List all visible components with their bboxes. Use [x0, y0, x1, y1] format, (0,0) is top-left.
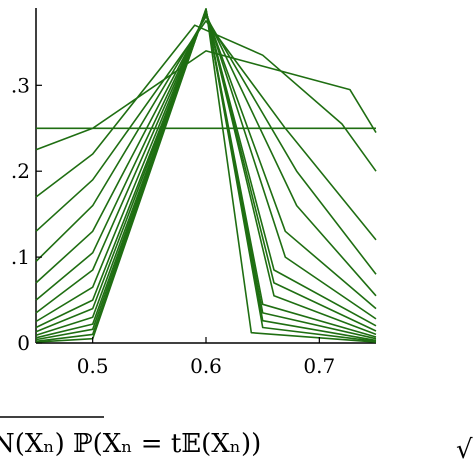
- series-line-13: [35, 8, 377, 340]
- series-line-11: [35, 9, 377, 336]
- series-line-6: [35, 14, 377, 297]
- y-tick-label: .2: [11, 159, 30, 183]
- series-line-10: [35, 10, 377, 332]
- series-line-9: [35, 10, 377, 327]
- series-line-4: [35, 20, 377, 241]
- series-line-3: [35, 24, 377, 198]
- x-tick-label: 0.7: [303, 354, 335, 378]
- series-layer: [35, 8, 377, 343]
- series-line-12: [35, 9, 377, 338]
- axes: [35, 8, 376, 344]
- y-tick-label: .3: [11, 73, 30, 97]
- chart-caption: N(Xₙ) ℙ(Xₙ = t𝔼(Xₙ)): [0, 429, 261, 459]
- series-line-2: [35, 50, 377, 151]
- series-line-16: [35, 8, 377, 343]
- x-tick-label: 0.5: [77, 354, 109, 378]
- series-line-7: [35, 12, 377, 310]
- y-tick-label: 0: [17, 331, 30, 355]
- x-ticks: 0.5 0.6 0.7: [77, 337, 335, 378]
- y-tick-label: .1: [11, 245, 30, 269]
- caption-partial-glyph: √: [456, 435, 473, 465]
- y-ticks: .1 .2 .3 0: [11, 73, 42, 355]
- series-line-8: [35, 11, 377, 320]
- x-tick-label: 0.6: [190, 354, 222, 378]
